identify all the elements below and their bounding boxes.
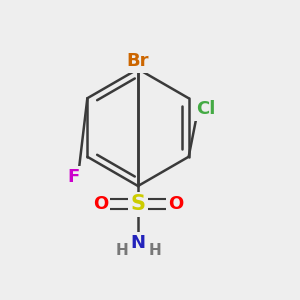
Text: O: O xyxy=(93,195,108,213)
Text: Cl: Cl xyxy=(196,100,215,118)
Text: H: H xyxy=(148,243,161,258)
Text: O: O xyxy=(168,195,183,213)
Text: S: S xyxy=(130,194,146,214)
Text: H: H xyxy=(115,243,128,258)
Text: Br: Br xyxy=(127,52,149,70)
Text: N: N xyxy=(130,234,146,252)
Text: F: F xyxy=(68,168,80,186)
